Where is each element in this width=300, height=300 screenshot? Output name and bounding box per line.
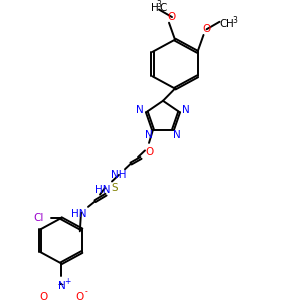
Text: N: N [58, 281, 66, 291]
Text: C: C [220, 19, 227, 29]
Text: +: + [64, 277, 70, 286]
Text: O: O [202, 24, 211, 34]
Text: N: N [145, 130, 153, 140]
Text: 3: 3 [157, 0, 161, 9]
Text: O: O [75, 292, 83, 300]
Text: -: - [85, 287, 87, 296]
Text: N: N [173, 130, 181, 140]
Text: O: O [39, 292, 47, 300]
Text: O: O [145, 147, 153, 157]
Text: Cl: Cl [34, 213, 44, 223]
Text: HN: HN [95, 185, 111, 195]
Text: N: N [136, 105, 144, 115]
Text: H: H [151, 3, 159, 13]
Text: 3: 3 [232, 16, 237, 25]
Text: HN: HN [71, 209, 87, 219]
Text: NH: NH [111, 170, 127, 180]
Text: H: H [226, 19, 233, 29]
Text: N: N [182, 105, 190, 115]
Text: S: S [112, 183, 118, 193]
Text: C: C [159, 3, 167, 13]
Text: O: O [168, 12, 176, 22]
